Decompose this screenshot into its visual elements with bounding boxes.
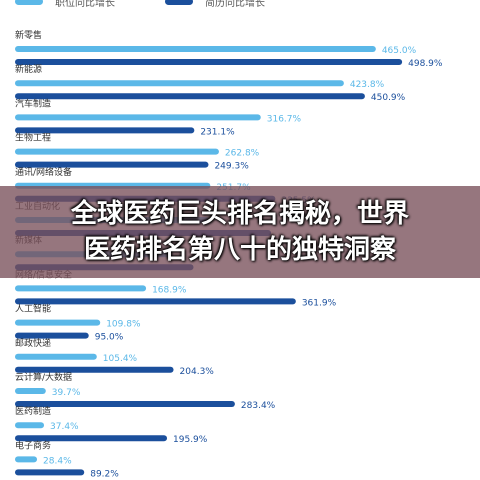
data-label: 423.8% [350, 80, 385, 90]
category-label: 新零售 [15, 29, 42, 41]
bar-resume [15, 332, 89, 339]
category-label: 云计算/大数据 [15, 371, 72, 383]
bar-resume [15, 93, 365, 100]
bar-resume [15, 298, 296, 305]
category-label: 汽车制造 [15, 97, 51, 109]
chart-bars: 新零售 465.0% 498.9% 新能源 423.8% 450.9% 汽车制造 316.7%… [15, 29, 443, 479]
data-label: 316.7% [267, 114, 302, 124]
bar-resume [15, 161, 209, 168]
bar-job [15, 388, 46, 394]
bar-resume [15, 366, 174, 373]
bar-resume [15, 59, 403, 65]
bar-resume [15, 469, 85, 476]
data-label: 283.4% [241, 401, 276, 411]
category-label: 生物工程 [15, 132, 51, 144]
data-label: 204.3% [180, 367, 215, 377]
bar-job [15, 319, 101, 326]
bar-resume [15, 401, 235, 407]
category-label: 人工智能 [15, 303, 51, 315]
bar-job [15, 46, 376, 52]
bar-job [15, 148, 219, 155]
bar-resume [15, 435, 168, 442]
data-label: 195.9% [173, 435, 208, 445]
banner-title: 全球医药巨头排名揭秘，世界 医药排名第八十的独特洞察 [0, 196, 480, 268]
data-label: 109.8% [106, 320, 141, 330]
chart-legend: 职位同比增长 简历同比增长 [15, 0, 265, 9]
bar-job [15, 114, 261, 121]
data-label: 95.0% [95, 333, 124, 343]
category-label: 通讯/网络设备 [15, 166, 72, 178]
category-label: 医药制造 [15, 405, 51, 417]
category-label: 新能源 [15, 63, 42, 75]
bar-job [15, 285, 147, 292]
bar-job [15, 353, 97, 360]
data-label: 37.4% [50, 422, 79, 432]
legend-swatch-job [15, 0, 43, 5]
data-label: 465.0% [382, 46, 417, 56]
bar-job [15, 422, 45, 429]
data-label: 231.1% [200, 127, 235, 137]
title-banner [0, 186, 480, 278]
category-label: 邮政快递 [15, 337, 51, 349]
data-label: 105.4% [103, 354, 138, 364]
banner-title-line-2: 医药排名第八十的独特洞察 [83, 235, 396, 265]
category-label: 电子商务 [15, 439, 51, 451]
data-label: 361.9% [302, 298, 337, 308]
data-label: 262.8% [225, 149, 260, 159]
data-label: 168.9% [152, 285, 187, 295]
data-label: 498.9% [408, 59, 443, 69]
legend-label-resume: 简历同比增长 [205, 0, 265, 9]
legend-swatch-resume [165, 0, 193, 5]
bar-job [15, 456, 38, 463]
bar-job [15, 80, 344, 87]
bar-resume [15, 127, 195, 134]
banner-title-line-1: 全球医药巨头排名揭秘，世界 [70, 199, 409, 229]
data-label: 450.9% [371, 93, 406, 103]
data-label: 28.4% [43, 456, 72, 466]
data-label: 39.7% [52, 388, 81, 398]
data-label: 89.2% [90, 469, 119, 479]
data-label: 249.3% [214, 162, 249, 172]
legend-label-job: 职位同比增长 [55, 0, 115, 9]
